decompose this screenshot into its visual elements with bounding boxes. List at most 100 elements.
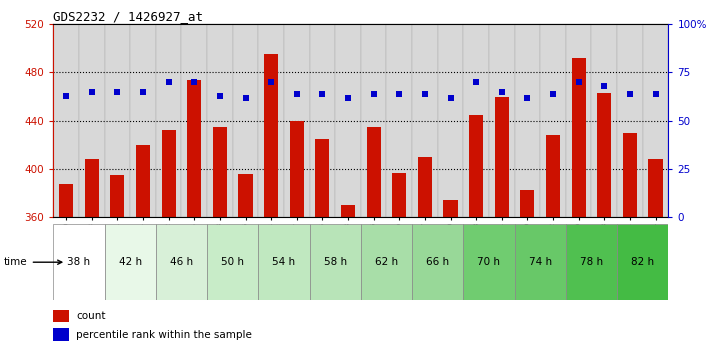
Bar bbox=[53, 328, 69, 341]
Bar bbox=[515, 24, 540, 217]
Bar bbox=[623, 133, 637, 217]
Bar bbox=[540, 24, 566, 217]
Bar bbox=[53, 24, 79, 217]
Point bbox=[573, 79, 584, 85]
Text: GDS2232 / 1426927_at: GDS2232 / 1426927_at bbox=[53, 10, 203, 23]
Bar bbox=[617, 24, 643, 217]
Text: 70 h: 70 h bbox=[478, 257, 501, 267]
Bar bbox=[53, 224, 105, 300]
Bar bbox=[392, 172, 406, 217]
Point bbox=[342, 95, 353, 100]
Bar bbox=[232, 24, 258, 217]
Point bbox=[265, 79, 277, 85]
Point bbox=[419, 91, 431, 97]
Bar bbox=[387, 24, 412, 217]
Bar bbox=[412, 24, 438, 217]
Text: 50 h: 50 h bbox=[221, 257, 244, 267]
Bar bbox=[469, 115, 483, 217]
Bar bbox=[136, 145, 150, 217]
Bar bbox=[309, 24, 335, 217]
Bar bbox=[367, 127, 380, 217]
Bar bbox=[110, 175, 124, 217]
Point bbox=[394, 91, 405, 97]
Text: 38 h: 38 h bbox=[68, 257, 90, 267]
Bar bbox=[213, 127, 227, 217]
Bar bbox=[309, 224, 360, 300]
Text: 82 h: 82 h bbox=[631, 257, 654, 267]
Text: 46 h: 46 h bbox=[170, 257, 193, 267]
Bar bbox=[258, 224, 309, 300]
Bar bbox=[181, 24, 207, 217]
Bar bbox=[341, 205, 355, 217]
Bar bbox=[464, 224, 515, 300]
Bar bbox=[360, 224, 412, 300]
Text: 78 h: 78 h bbox=[580, 257, 603, 267]
Bar bbox=[412, 224, 464, 300]
Bar bbox=[156, 224, 207, 300]
Text: 58 h: 58 h bbox=[324, 257, 347, 267]
Bar bbox=[464, 24, 489, 217]
Bar bbox=[438, 24, 464, 217]
Bar bbox=[566, 224, 617, 300]
Text: 54 h: 54 h bbox=[272, 257, 296, 267]
Point bbox=[60, 93, 72, 98]
Bar bbox=[187, 80, 201, 217]
Point bbox=[112, 89, 123, 95]
Point bbox=[496, 89, 508, 95]
Text: percentile rank within the sample: percentile rank within the sample bbox=[76, 330, 252, 339]
Point bbox=[214, 93, 225, 98]
Bar bbox=[546, 135, 560, 217]
Bar bbox=[79, 24, 105, 217]
Text: 66 h: 66 h bbox=[426, 257, 449, 267]
Bar bbox=[643, 24, 668, 217]
Bar bbox=[207, 224, 258, 300]
Point bbox=[471, 79, 482, 85]
Bar bbox=[238, 174, 252, 217]
Point bbox=[624, 91, 636, 97]
Bar bbox=[515, 224, 566, 300]
Bar bbox=[597, 93, 611, 217]
Bar bbox=[444, 200, 458, 217]
Bar bbox=[130, 24, 156, 217]
Point bbox=[522, 95, 533, 100]
Text: count: count bbox=[76, 311, 106, 321]
Bar bbox=[566, 24, 592, 217]
Point bbox=[650, 91, 661, 97]
Text: 62 h: 62 h bbox=[375, 257, 398, 267]
Bar bbox=[489, 24, 515, 217]
Bar bbox=[258, 24, 284, 217]
Text: time: time bbox=[4, 257, 62, 267]
Bar bbox=[289, 121, 304, 217]
Bar bbox=[53, 310, 69, 322]
Point bbox=[137, 89, 149, 95]
Bar bbox=[264, 54, 278, 217]
Bar bbox=[59, 184, 73, 217]
Bar bbox=[85, 159, 99, 217]
Point bbox=[599, 83, 610, 89]
Bar bbox=[105, 24, 130, 217]
Text: 74 h: 74 h bbox=[529, 257, 552, 267]
Point bbox=[445, 95, 456, 100]
Bar bbox=[495, 97, 509, 217]
Bar bbox=[520, 189, 535, 217]
Bar bbox=[105, 224, 156, 300]
Point bbox=[368, 91, 380, 97]
Bar bbox=[207, 24, 232, 217]
Bar bbox=[360, 24, 387, 217]
Bar bbox=[156, 24, 181, 217]
Point bbox=[291, 91, 302, 97]
Bar bbox=[648, 159, 663, 217]
Point bbox=[163, 79, 174, 85]
Bar bbox=[572, 58, 586, 217]
Point bbox=[547, 91, 559, 97]
Bar bbox=[161, 130, 176, 217]
Bar bbox=[316, 139, 329, 217]
Text: 42 h: 42 h bbox=[119, 257, 141, 267]
Point bbox=[240, 95, 251, 100]
Bar bbox=[418, 157, 432, 217]
Bar bbox=[592, 24, 617, 217]
Point bbox=[86, 89, 97, 95]
Bar bbox=[617, 224, 668, 300]
Point bbox=[188, 79, 200, 85]
Bar bbox=[335, 24, 360, 217]
